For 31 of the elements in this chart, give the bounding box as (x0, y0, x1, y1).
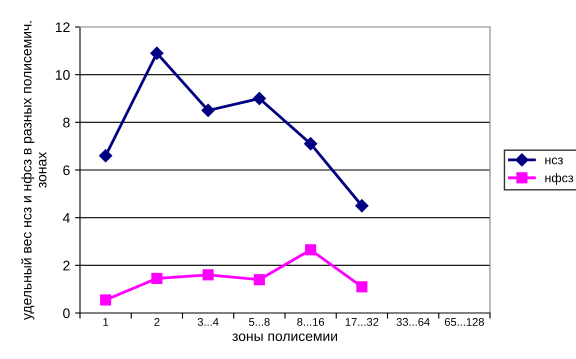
point (305, 244, 316, 256)
point (355, 199, 368, 212)
y-tick-label: 6 (63, 165, 70, 176)
x-tick-label: 33...64 (396, 318, 430, 326)
point (304, 137, 318, 150)
x-tick-label: 17...32 (346, 318, 378, 326)
point (100, 294, 112, 306)
y-tick-label: 12 (56, 22, 70, 32)
x-tick-label: 2 (154, 318, 160, 326)
legend-label: нсз (545, 158, 563, 164)
point (202, 104, 215, 118)
x-tick-label: 65...128 (444, 318, 484, 326)
y-axis-title: удельный вес нсз и нфсз в разных полисемич. зонах (21, 21, 47, 320)
point (202, 269, 214, 280)
y-tick-label: 0 (63, 308, 70, 318)
y-tick-label: 2 (63, 260, 70, 270)
point (151, 272, 162, 284)
point (356, 281, 368, 292)
legend-label: нфсз (545, 173, 574, 185)
point (254, 274, 265, 286)
x-tick-label: 5...8 (249, 318, 270, 326)
point (252, 92, 266, 106)
x-tick-label: 8...16 (297, 318, 324, 326)
y-tick-label: 8 (63, 118, 70, 128)
y-tick-label: 10 (56, 70, 70, 80)
x-tick-label: 1 (103, 318, 108, 326)
point (150, 46, 164, 60)
point (99, 149, 112, 162)
x-tick-label: 3...4 (198, 318, 219, 326)
x-axis-title: зоны полисемии (232, 333, 338, 342)
y-tick-label: 4 (62, 213, 70, 223)
